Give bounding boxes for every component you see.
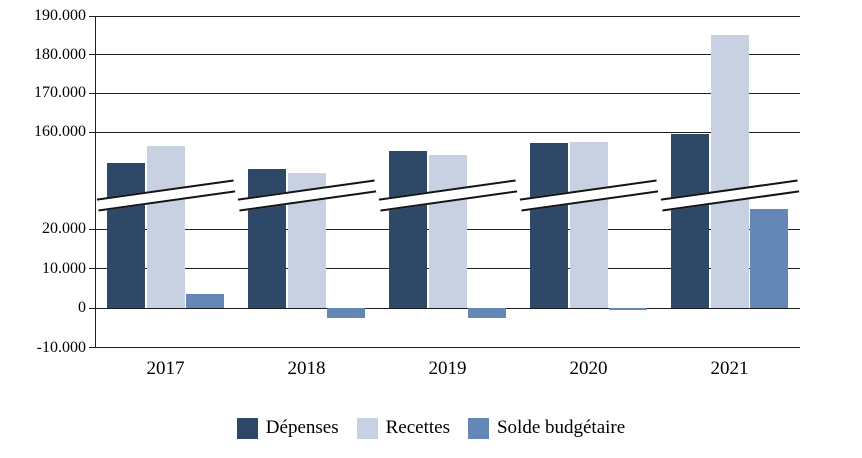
y-axis-label: 190.000 (34, 7, 86, 24)
bar-solde-budg-taire-2021 (750, 209, 788, 308)
y-tick-mark (89, 347, 95, 348)
bar-recettes-2019 (428, 155, 467, 308)
bar-solde-budg-taire-2020 (609, 308, 647, 310)
y-axis-label: 170.000 (34, 84, 86, 102)
chart-legend: Dépenses Recettes Solde budgétaire (0, 417, 862, 439)
legend-item-recettes: Recettes (356, 417, 450, 439)
bar-recettes-2017 (146, 145, 185, 308)
y-tick-mark (89, 268, 95, 269)
bar-d-penses-2019 (389, 151, 427, 308)
y-axis-label: -10.000 (36, 338, 86, 356)
gridline--10.000 (95, 347, 800, 348)
x-axis-label-2017: 2017 (146, 358, 185, 379)
y-tick-mark (89, 307, 95, 309)
legend-swatch-solde (467, 417, 489, 439)
y-tick-mark (89, 131, 95, 133)
gridline-160.000 (95, 131, 800, 133)
legend-swatch-depenses (236, 417, 258, 439)
x-axis-label-2019: 2019 (428, 358, 467, 379)
bar-d-penses-2020 (530, 142, 568, 308)
legend-swatch-recettes (356, 417, 378, 439)
y-tick-mark (89, 54, 95, 56)
bar-solde-budg-taire-2019 (468, 308, 506, 318)
bar-d-penses-2017 (107, 162, 145, 308)
y-axis-label: 10.000 (42, 259, 86, 277)
x-axis-label-2018: 2018 (287, 358, 326, 379)
bar-solde-budg-taire-2017 (186, 294, 224, 308)
bar-recettes-2021 (710, 35, 749, 308)
legend-label-recettes: Recettes (385, 417, 450, 438)
y-tick-mark (89, 92, 95, 94)
x-axis-label-2020: 2020 (569, 358, 608, 379)
y-axis-line (95, 16, 96, 348)
legend-item-solde: Solde budgétaire (467, 417, 626, 439)
bar-recettes-2020 (569, 141, 608, 308)
bar-solde-budg-taire-2018 (327, 308, 365, 318)
y-tick-mark (89, 15, 95, 17)
y-axis-label: 180.000 (34, 45, 86, 63)
legend-label-solde: Solde budgétaire (496, 417, 626, 438)
y-axis-label: 0 (78, 299, 86, 316)
y-axis-label: 160.000 (34, 123, 86, 140)
gridline-190.000 (95, 15, 800, 17)
x-axis-label-2021: 2021 (710, 358, 749, 379)
gridline-0 (95, 307, 800, 309)
y-tick-mark (89, 228, 95, 230)
y-axis-label: 20.000 (42, 220, 86, 237)
legend-label-depenses: Dépenses (265, 417, 339, 438)
bar-d-penses-2021 (671, 133, 709, 308)
gridline-170.000 (95, 92, 800, 94)
gridline-180.000 (95, 54, 800, 56)
bar-d-penses-2018 (248, 168, 286, 308)
legend-item-depenses: Dépenses (236, 417, 339, 439)
